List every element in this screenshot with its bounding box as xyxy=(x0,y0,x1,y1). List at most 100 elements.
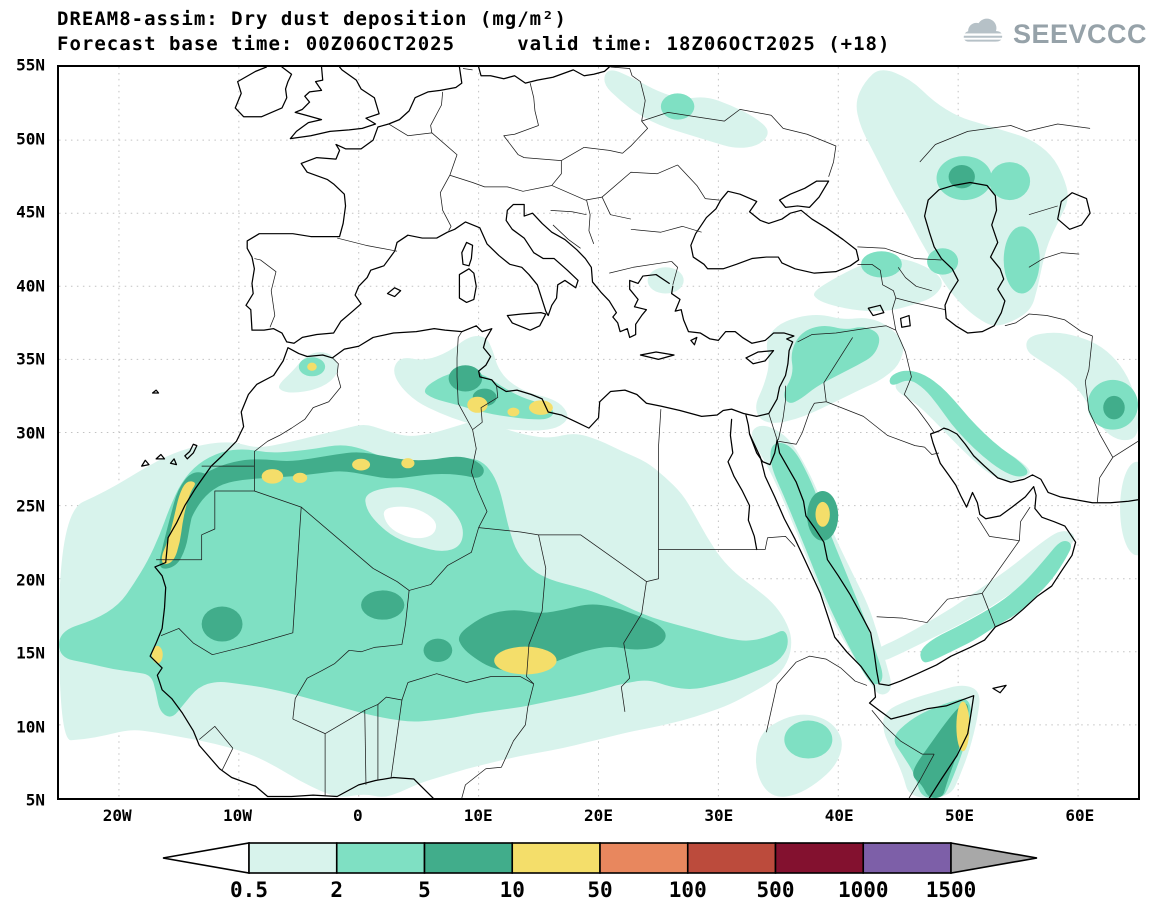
country-border xyxy=(430,91,444,133)
country-border xyxy=(449,174,552,192)
dust-contour xyxy=(494,646,557,675)
logo-text: SEEVCCC xyxy=(1012,18,1147,49)
longitude-axis: 20W 10W 0 10E 20E 30E 40E 50E 60E xyxy=(57,806,1140,830)
seevccc-logo: SEEVCCC xyxy=(960,16,1147,52)
country-border xyxy=(407,673,534,685)
coastline xyxy=(748,433,778,466)
country-border xyxy=(919,123,1091,163)
colorbar-tick-label: 1500 xyxy=(926,878,977,902)
country-border xyxy=(1096,433,1114,503)
coastline xyxy=(151,389,160,394)
coastline xyxy=(690,336,698,346)
dust-contour xyxy=(861,251,902,278)
coastline xyxy=(690,190,860,274)
dust-contour xyxy=(528,400,553,415)
colorbar-segment xyxy=(423,842,514,874)
country-border xyxy=(364,710,367,785)
dust-fill-layer xyxy=(59,70,1138,798)
country-border xyxy=(292,590,410,720)
country-border xyxy=(456,331,473,430)
dust-contour xyxy=(876,531,1075,661)
country-border xyxy=(981,593,996,628)
country-border xyxy=(254,357,342,467)
country-border xyxy=(895,330,935,433)
dust-contour xyxy=(261,469,284,484)
dust-contour xyxy=(784,325,880,403)
country-border xyxy=(601,196,631,220)
coastline xyxy=(639,351,675,361)
country-border xyxy=(478,527,796,582)
lon-tick-label: 20E xyxy=(584,806,613,825)
dust-contour xyxy=(180,452,484,526)
coastline xyxy=(458,268,477,304)
dust-contour xyxy=(467,396,488,413)
lon-tick-label: 20W xyxy=(102,806,132,825)
dust-contour xyxy=(920,541,1071,663)
cloud-icon xyxy=(960,16,1006,52)
colorbar: 0.5 2 5 10 50 100 500 1000 1500 xyxy=(161,841,1039,907)
coastline xyxy=(867,304,885,317)
country-border xyxy=(390,699,403,778)
lat-tick-label: 10N xyxy=(16,717,45,736)
lon-tick-label: 50E xyxy=(945,806,974,825)
dust-contour xyxy=(660,93,695,120)
dust-contour xyxy=(889,370,1028,477)
dust-contour xyxy=(784,720,833,759)
coastline xyxy=(234,67,293,118)
colorbar-segment xyxy=(774,842,865,874)
dust-contour xyxy=(1120,461,1138,556)
coastline xyxy=(461,241,474,267)
map-plot-area xyxy=(57,65,1140,800)
country-border xyxy=(778,401,827,445)
dust-contour xyxy=(815,501,830,527)
colorbar-tick-label: 2 xyxy=(330,878,343,902)
country-border xyxy=(1028,205,1058,216)
country-border xyxy=(551,160,562,186)
country-border xyxy=(857,246,942,261)
colorbar-tick-label: 0.5 xyxy=(230,878,268,902)
country-border xyxy=(826,401,925,448)
dust-contour xyxy=(927,248,959,275)
coastline xyxy=(155,453,166,460)
colorbar-segment xyxy=(686,842,777,874)
dust-contour xyxy=(448,365,483,392)
country-border xyxy=(610,67,646,101)
country-border xyxy=(924,446,940,455)
country-border xyxy=(609,261,672,274)
country-border xyxy=(977,517,1020,542)
dust-contour xyxy=(1103,395,1125,420)
page-title: DREAM8-assim: Dry dust deposition (mg/m²… xyxy=(57,8,567,30)
dust-contour xyxy=(956,701,970,752)
dust-contour xyxy=(813,258,942,312)
coastline xyxy=(1057,192,1091,230)
latitude-axis: 55N 50N 45N 40N 35N 30N 25N 20N 15N 10N 5N xyxy=(0,56,52,810)
dust-contour xyxy=(948,164,975,189)
colorbar-tick-label: 10 xyxy=(500,878,525,902)
country-border xyxy=(584,146,623,154)
dust-contour xyxy=(361,590,405,620)
country-border xyxy=(439,175,452,231)
coastline xyxy=(506,312,547,331)
country-border xyxy=(796,655,868,686)
country-border xyxy=(461,683,535,798)
country-border xyxy=(529,83,539,126)
coastline xyxy=(745,414,975,798)
country-border xyxy=(895,297,946,311)
coastline xyxy=(778,180,830,208)
country-border xyxy=(524,147,585,161)
country-border xyxy=(768,413,778,440)
dust-contour xyxy=(352,458,371,471)
country-border xyxy=(1028,252,1080,268)
colorbar-arrow-right xyxy=(950,842,1038,874)
colorbar-tick-label: 1000 xyxy=(838,878,889,902)
country-border xyxy=(630,225,702,233)
dust-contour xyxy=(423,638,453,663)
country-border xyxy=(503,125,539,158)
colorbar-segment xyxy=(599,842,689,874)
country-border xyxy=(797,325,896,343)
lat-tick-label: 40N xyxy=(16,276,45,295)
country-border xyxy=(550,209,587,216)
colorbar-segment xyxy=(248,842,338,874)
colorbar-segment xyxy=(335,842,426,874)
country-border xyxy=(160,490,302,656)
